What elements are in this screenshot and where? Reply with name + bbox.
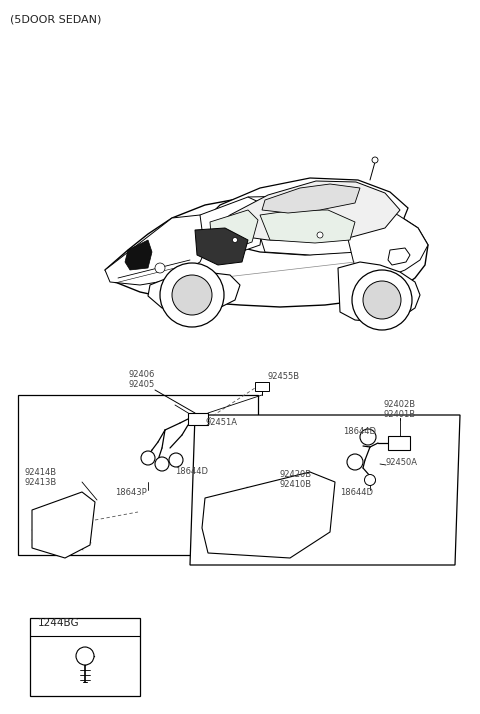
Polygon shape: [105, 215, 215, 285]
Polygon shape: [32, 492, 95, 558]
Polygon shape: [338, 262, 420, 322]
Text: 92410B: 92410B: [280, 480, 312, 489]
Circle shape: [155, 263, 165, 273]
Text: (5DOOR SEDAN): (5DOOR SEDAN): [10, 14, 101, 24]
Bar: [195, 415, 460, 565]
Polygon shape: [202, 472, 335, 558]
Circle shape: [155, 457, 169, 471]
Circle shape: [364, 475, 375, 486]
Text: 92451A: 92451A: [205, 418, 237, 427]
Text: 92420B: 92420B: [280, 470, 312, 479]
Circle shape: [76, 647, 94, 665]
Circle shape: [232, 238, 238, 243]
Bar: [188, 413, 208, 425]
Bar: [18, 395, 258, 555]
Polygon shape: [195, 178, 408, 255]
Circle shape: [372, 157, 378, 163]
Polygon shape: [105, 196, 428, 307]
Text: 92402B: 92402B: [383, 400, 415, 409]
Circle shape: [347, 454, 363, 470]
Circle shape: [360, 429, 376, 445]
Circle shape: [363, 281, 401, 319]
Polygon shape: [218, 181, 400, 241]
Polygon shape: [125, 240, 152, 270]
Text: 92450A: 92450A: [385, 458, 417, 467]
Polygon shape: [388, 248, 410, 265]
Circle shape: [160, 263, 224, 327]
Text: 92406: 92406: [128, 370, 155, 379]
Polygon shape: [262, 184, 360, 213]
Polygon shape: [338, 198, 428, 278]
Circle shape: [169, 453, 183, 467]
Bar: [255, 382, 269, 391]
Polygon shape: [195, 228, 248, 265]
Text: 92455B: 92455B: [267, 372, 299, 381]
Polygon shape: [260, 210, 355, 243]
Polygon shape: [148, 272, 240, 312]
Circle shape: [141, 451, 155, 465]
Text: 92413B: 92413B: [24, 478, 56, 487]
Text: 92414B: 92414B: [24, 468, 56, 477]
Text: 18644D: 18644D: [340, 488, 373, 497]
Polygon shape: [200, 197, 265, 252]
Polygon shape: [190, 415, 460, 565]
Polygon shape: [248, 196, 365, 255]
Bar: [388, 436, 410, 450]
Text: 18644D: 18644D: [343, 427, 376, 436]
Text: 18644D: 18644D: [175, 467, 208, 476]
Circle shape: [352, 270, 412, 330]
Circle shape: [172, 275, 212, 315]
Text: 1244BG: 1244BG: [38, 618, 80, 628]
Polygon shape: [210, 210, 258, 250]
Bar: [30, 618, 140, 696]
Circle shape: [317, 232, 323, 238]
Text: 92405: 92405: [128, 380, 154, 389]
Text: 92401B: 92401B: [383, 410, 415, 419]
Text: 18643P: 18643P: [115, 488, 147, 497]
